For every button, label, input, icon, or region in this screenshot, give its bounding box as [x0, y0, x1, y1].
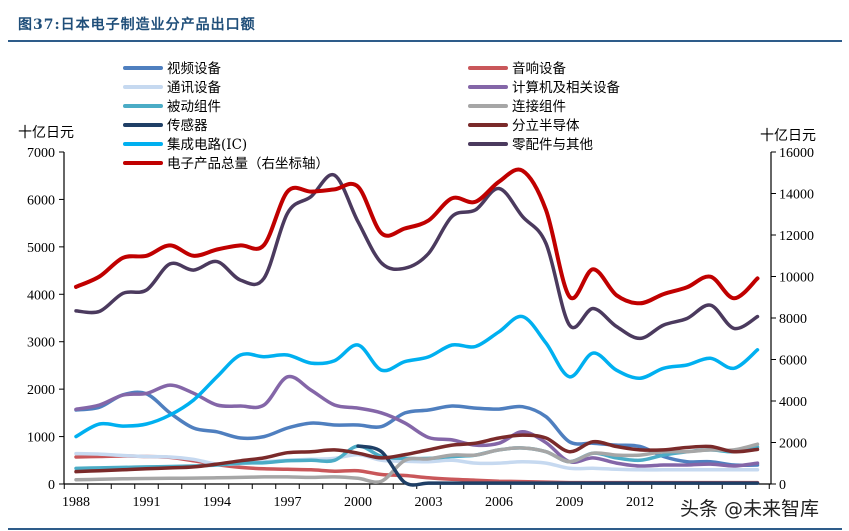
watermark: 头条 @未来智库	[680, 498, 820, 520]
legend-label: 音响设备	[512, 60, 566, 77]
top-divider	[8, 40, 842, 42]
legend-label: 通讯设备	[167, 79, 221, 96]
x-tick-label: 2006	[485, 495, 513, 510]
legend-item: 集成电路(IC)	[123, 137, 247, 153]
legend-label: 集成电路(IC)	[167, 137, 247, 153]
left-axis-label: 十亿日元	[18, 125, 74, 141]
legend-label: 分立半导体	[512, 118, 580, 134]
x-tick-label: 2012	[626, 495, 654, 510]
series-line-6	[356, 444, 760, 487]
series-line-3	[74, 374, 760, 468]
legend-item: 传感器	[123, 117, 208, 134]
series-line-8	[74, 314, 760, 439]
right-axis-label: 十亿日元	[760, 128, 816, 144]
series-line-10	[74, 167, 760, 306]
x-tick-label: 1994	[203, 495, 231, 510]
series-line-7	[74, 433, 760, 474]
bottom-divider	[8, 528, 842, 530]
x-tick-label: 2009	[556, 495, 584, 510]
right-tick-label: 12000	[779, 229, 814, 244]
left-tick-label: 3000	[27, 336, 55, 351]
x-tick-label: 1991	[133, 495, 161, 510]
left-tick-label: 4000	[27, 288, 55, 303]
right-tick-label: 16000	[779, 146, 814, 161]
x-tick-label: 1997	[274, 495, 302, 510]
x-tick-label: 1988	[62, 495, 90, 510]
series-line-0	[74, 390, 760, 468]
figure-title: 图37:日本电子制造业分产品出口额	[18, 17, 256, 33]
right-tick-label: 0	[779, 478, 786, 493]
legend-label: 零配件与其他	[512, 137, 593, 153]
x-tick-label: 2000	[344, 495, 372, 510]
x-tick-label: 2003	[415, 495, 443, 510]
legend-label: 电子产品总量（右坐标轴）	[167, 156, 329, 172]
series-line-5	[74, 442, 760, 484]
legend-item: 连接组件	[468, 98, 566, 115]
left-tick-label: 5000	[27, 241, 55, 256]
left-tick-label: 1000	[27, 431, 55, 446]
legend-item: 计算机及相关设备	[468, 79, 620, 96]
left-tick-label: 2000	[27, 383, 55, 398]
legend-item: 通讯设备	[123, 79, 221, 96]
axes: 0 1000 2000 3000 4000 5000 6000 7000 0 2000 4000 60…	[27, 146, 814, 510]
legend-item: 被动组件	[123, 99, 221, 115]
legend-item: 分立半导体	[468, 118, 580, 134]
legend-label: 传感器	[167, 117, 208, 134]
right-tick-label: 14000	[779, 188, 814, 203]
left-tick-label: 6000	[27, 193, 55, 208]
right-tick-label: 10000	[779, 271, 814, 286]
left-tick-label: 0	[48, 478, 55, 493]
legend-label: 计算机及相关设备	[512, 79, 620, 96]
series-line-2	[74, 451, 760, 472]
right-tick-label: 2000	[779, 437, 807, 452]
right-tick-label: 6000	[779, 354, 807, 369]
series-lines	[74, 167, 760, 487]
right-tick-label: 4000	[779, 395, 807, 410]
left-tick-label: 7000	[27, 146, 55, 161]
legend-item: 音响设备	[468, 60, 566, 77]
legend-item: 电子产品总量（右坐标轴）	[123, 156, 329, 172]
legend-item: 视频设备	[123, 60, 221, 77]
series-line-9	[74, 172, 760, 341]
legend-label: 连接组件	[512, 98, 566, 115]
legend-label: 视频设备	[167, 60, 221, 77]
legend-label: 被动组件	[167, 99, 221, 115]
legend-item: 零配件与其他	[468, 137, 593, 153]
right-tick-label: 8000	[779, 312, 807, 327]
